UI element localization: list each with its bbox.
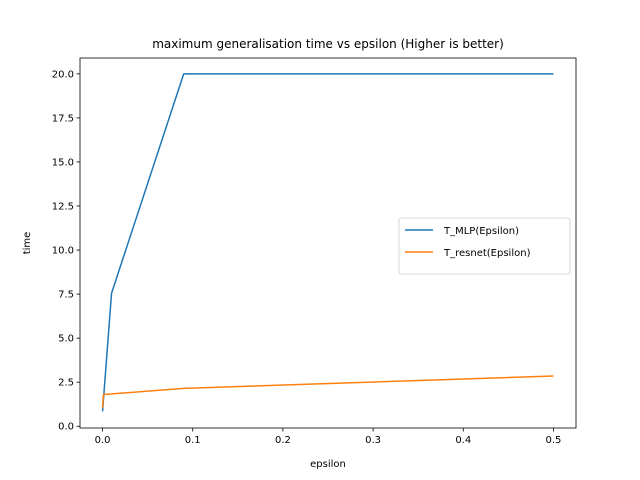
x-tick-label: 0.2: [275, 435, 291, 446]
x-tick-label: 0.5: [546, 435, 562, 446]
y-tick-label: 15.0: [52, 157, 74, 168]
x-axis-label: epsilon: [310, 459, 346, 470]
plot-area: [79, 57, 577, 429]
series-line-1: [101, 73, 554, 412]
series-line-2: [101, 375, 554, 408]
legend-label: T_MLP(Epsilon): [443, 226, 519, 237]
legend-label: T_resnet(Epsilon): [443, 248, 531, 259]
y-tick-label: 5.0: [58, 334, 74, 345]
legend: T_MLP(Epsilon) T_resnet(Epsilon): [398, 217, 571, 275]
y-tick-label: 2.5: [58, 378, 74, 389]
y-tick-label: 0.0: [58, 422, 74, 433]
x-tick-label: 0.1: [185, 435, 201, 446]
x-tick-label: 0.4: [455, 435, 471, 446]
y-axis-label: time: [22, 232, 33, 255]
x-tick-label: 0.0: [95, 435, 111, 446]
y-tick-label: 10.0: [52, 246, 74, 257]
y-tick-label: 20.0: [52, 69, 74, 80]
y-tick-label: 17.5: [52, 113, 74, 124]
plot-frame: [79, 57, 577, 429]
y-axis: 0.0 2.5 5.0 7.5 10.0 12.5 15.0 17.5 20.0: [52, 69, 80, 433]
series-layer: [101, 73, 554, 412]
chart-title: maximum generalisation time vs epsilon (…: [152, 37, 504, 51]
legend-box: [398, 217, 571, 275]
y-tick-label: 7.5: [58, 290, 74, 301]
x-axis: 0.0 0.1 0.2 0.3 0.4 0.5: [95, 428, 562, 446]
y-tick-label: 12.5: [52, 202, 74, 213]
x-tick-label: 0.3: [365, 435, 381, 446]
